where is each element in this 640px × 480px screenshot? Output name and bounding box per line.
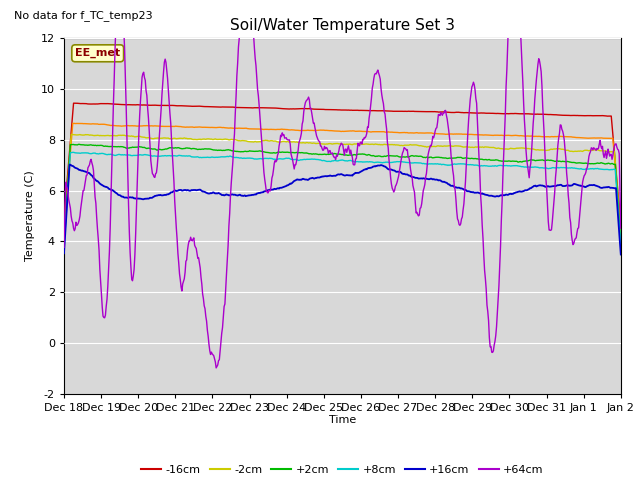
X-axis label: Time: Time bbox=[329, 415, 356, 425]
Text: EE_met: EE_met bbox=[75, 48, 120, 59]
Y-axis label: Temperature (C): Temperature (C) bbox=[26, 170, 35, 262]
Title: Soil/Water Temperature Set 3: Soil/Water Temperature Set 3 bbox=[230, 18, 455, 33]
Legend: -16cm, -8cm, -2cm, +2cm, +8cm, +16cm, +64cm: -16cm, -8cm, -2cm, +2cm, +8cm, +16cm, +6… bbox=[137, 460, 548, 480]
Text: No data for f_TC_temp23: No data for f_TC_temp23 bbox=[14, 10, 152, 21]
